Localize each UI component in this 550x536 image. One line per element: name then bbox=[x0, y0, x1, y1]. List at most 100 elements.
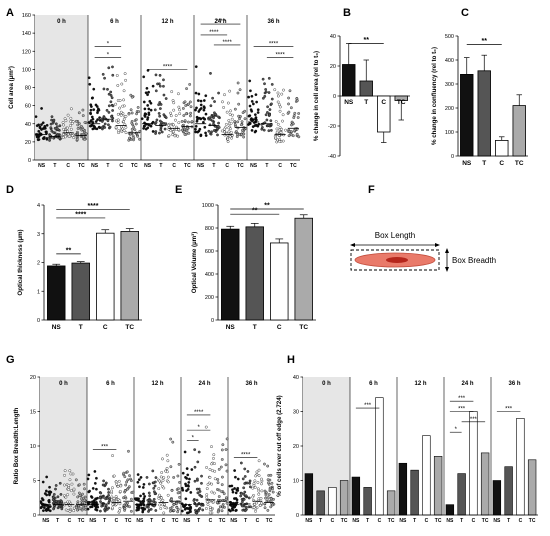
y-tick-label: 400 bbox=[445, 58, 454, 64]
data-point bbox=[70, 121, 74, 125]
data-point bbox=[69, 120, 73, 123]
data-point bbox=[69, 127, 73, 131]
data-point bbox=[72, 136, 76, 139]
data-point bbox=[257, 492, 261, 496]
data-point bbox=[76, 500, 80, 504]
data-point bbox=[142, 497, 146, 501]
data-point bbox=[134, 118, 138, 122]
data-point bbox=[242, 492, 246, 496]
data-point bbox=[146, 93, 149, 97]
data-point bbox=[248, 479, 252, 483]
data-point bbox=[268, 113, 272, 117]
data-point bbox=[40, 123, 43, 126]
data-point bbox=[274, 136, 278, 140]
data-point bbox=[204, 131, 207, 135]
data-point bbox=[81, 128, 85, 131]
y-tick-label: 200 bbox=[445, 106, 454, 112]
data-point bbox=[217, 126, 221, 129]
data-point bbox=[76, 127, 80, 130]
data-point bbox=[141, 510, 145, 514]
data-point bbox=[189, 105, 193, 109]
data-point bbox=[267, 493, 271, 496]
data-point bbox=[176, 507, 180, 511]
data-point bbox=[182, 114, 186, 117]
data-point bbox=[96, 118, 99, 121]
panel-letter-g: G bbox=[6, 354, 15, 366]
data-point bbox=[114, 480, 118, 484]
data-point bbox=[197, 110, 201, 113]
data-point bbox=[118, 489, 122, 493]
data-point bbox=[236, 477, 240, 481]
data-point bbox=[147, 90, 150, 94]
data-point bbox=[107, 66, 111, 70]
significance-label: **** bbox=[209, 30, 219, 36]
data-point bbox=[158, 101, 162, 104]
data-point bbox=[40, 107, 43, 110]
data-point bbox=[162, 476, 166, 480]
data-point bbox=[159, 507, 163, 510]
panel-e: E 0 200 400 600 800 1000 Optical Volume (µm³) NS… bbox=[175, 184, 316, 331]
data-point bbox=[166, 459, 170, 463]
data-point bbox=[39, 501, 43, 505]
data-point bbox=[99, 491, 103, 495]
data-point bbox=[52, 136, 56, 140]
significance-label: **** bbox=[269, 42, 279, 48]
data-point bbox=[188, 477, 191, 481]
data-point bbox=[278, 126, 282, 130]
data-point bbox=[245, 481, 249, 485]
data-point bbox=[241, 500, 244, 504]
data-point bbox=[52, 507, 55, 511]
data-point bbox=[76, 508, 79, 512]
data-point bbox=[251, 102, 255, 106]
data-point bbox=[224, 123, 228, 126]
data-point bbox=[160, 496, 163, 500]
data-point bbox=[185, 467, 189, 471]
data-point bbox=[292, 116, 296, 119]
data-point bbox=[129, 108, 133, 112]
data-point bbox=[293, 111, 297, 115]
y-axis-label: Cell area (µm²) bbox=[8, 66, 15, 109]
data-point bbox=[108, 125, 112, 129]
data-point bbox=[174, 128, 178, 131]
data-point bbox=[198, 490, 202, 493]
data-point bbox=[249, 118, 253, 122]
bar bbox=[294, 217, 313, 321]
data-point bbox=[201, 508, 205, 512]
data-point bbox=[193, 465, 197, 469]
y-tick-label: 40 bbox=[330, 34, 336, 40]
data-point bbox=[247, 95, 251, 99]
data-point bbox=[249, 89, 252, 93]
data-point bbox=[45, 493, 49, 497]
data-point bbox=[246, 470, 250, 473]
box-length-label: Box Length bbox=[375, 231, 415, 240]
x-tick-label: TC bbox=[266, 518, 273, 524]
data-point bbox=[114, 495, 118, 498]
x-tick-label: C bbox=[472, 518, 476, 524]
data-point bbox=[217, 121, 220, 125]
data-point bbox=[212, 129, 216, 132]
x-tick-label: NS bbox=[89, 518, 97, 524]
data-point bbox=[51, 495, 55, 499]
data-point bbox=[119, 110, 123, 114]
data-point bbox=[129, 93, 133, 97]
x-tick-label: NS bbox=[42, 518, 50, 524]
data-point bbox=[104, 504, 108, 508]
data-point bbox=[81, 114, 85, 117]
data-point bbox=[117, 129, 121, 133]
data-point bbox=[144, 112, 148, 116]
data-point bbox=[104, 483, 108, 486]
data-point bbox=[132, 136, 136, 140]
data-point bbox=[143, 107, 147, 111]
data-point bbox=[41, 498, 45, 502]
data-point bbox=[166, 475, 170, 479]
data-point bbox=[260, 489, 264, 493]
data-point bbox=[180, 120, 184, 123]
data-point bbox=[250, 129, 254, 132]
y-tick-label: 0 bbox=[333, 94, 336, 100]
data-point bbox=[159, 107, 162, 110]
data-point bbox=[278, 103, 281, 107]
data-point bbox=[190, 120, 194, 123]
data-point bbox=[202, 108, 206, 112]
data-point bbox=[125, 470, 129, 474]
data-point bbox=[177, 121, 181, 125]
